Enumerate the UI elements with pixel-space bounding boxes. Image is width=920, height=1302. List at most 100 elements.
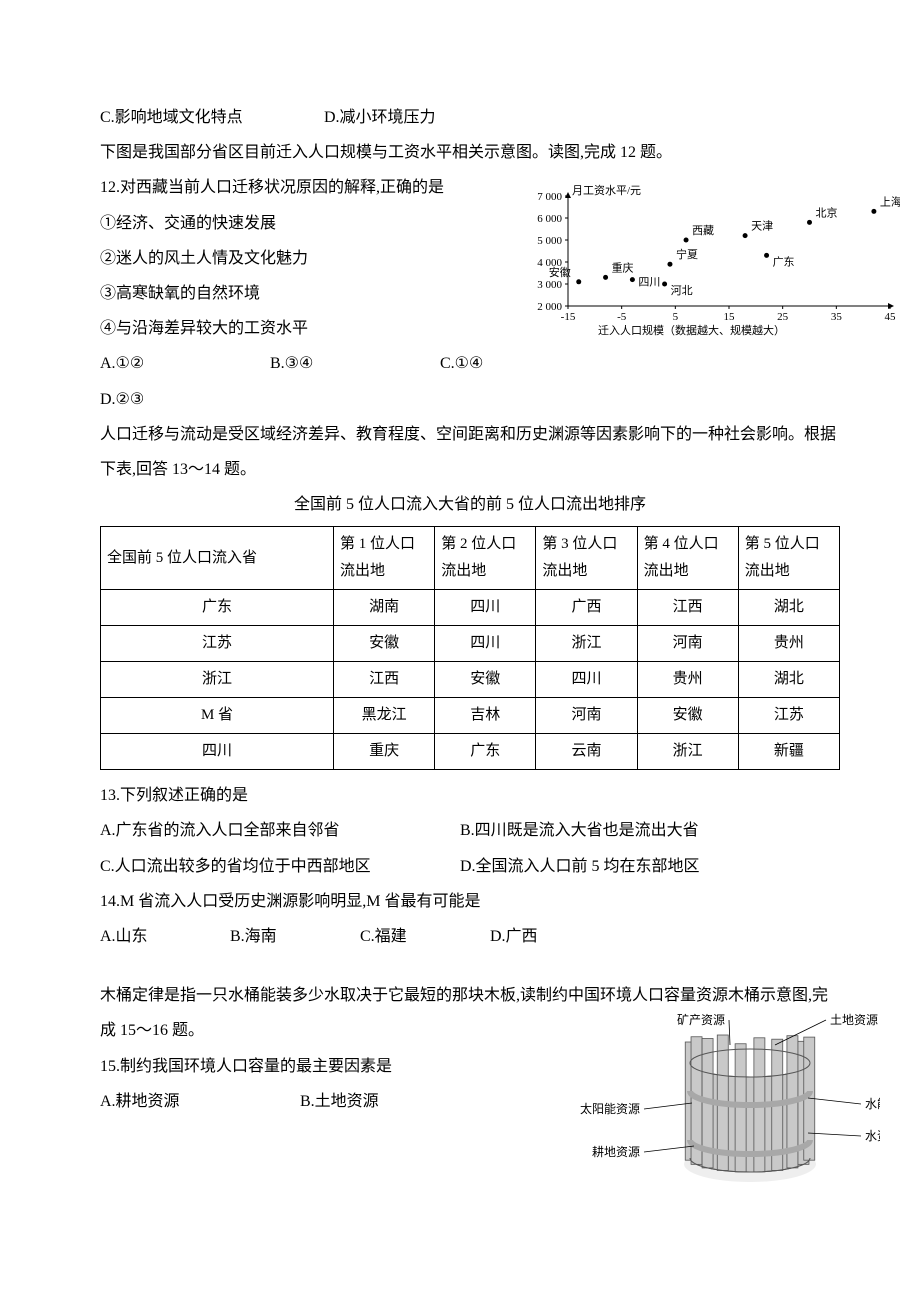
table-cell: 湖北 — [738, 662, 839, 698]
table-head-cell: 第 5 位人口流出地 — [738, 527, 839, 590]
table-head-cell: 第 2 位人口流出地 — [435, 527, 536, 590]
table-cell: 江西 — [637, 590, 738, 626]
svg-text:45: 45 — [885, 311, 897, 323]
table-row: M 省黑龙江吉林河南安徽江苏 — [101, 698, 840, 734]
svg-text:2 000: 2 000 — [537, 301, 562, 313]
q13-stem: 13.下列叙述正确的是 — [100, 778, 840, 813]
table-cell: 四川 — [435, 626, 536, 662]
table-cell: 广东 — [101, 590, 334, 626]
svg-text:-5: -5 — [617, 311, 627, 323]
svg-text:月工资水平/元: 月工资水平/元 — [572, 184, 641, 197]
svg-text:水资源: 水资源 — [865, 1129, 880, 1143]
table-cell: 贵州 — [637, 662, 738, 698]
q12-opt-c: C.①④ — [440, 346, 610, 381]
spacer — [100, 954, 840, 978]
q12-options-row1: A.①② B.③④ C.①④ — [100, 346, 840, 381]
table-head-cell: 第 1 位人口流出地 — [334, 527, 435, 590]
svg-text:7 000: 7 000 — [537, 191, 562, 203]
table-cell: 贵州 — [738, 626, 839, 662]
svg-text:广东: 广东 — [773, 256, 795, 269]
table-cell: 广东 — [435, 734, 536, 770]
q14-opt-d: D.广西 — [490, 919, 538, 954]
q12-block: 月工资水平/元迁入人口规模（数据越大、规模越大）2 0003 0004 0005… — [100, 170, 840, 416]
svg-text:水能资源: 水能资源 — [865, 1097, 880, 1111]
table-cell: 云南 — [536, 734, 637, 770]
q14-options: A.山东 B.海南 C.福建 D.广西 — [100, 919, 840, 954]
svg-text:太阳能资源: 太阳能资源 — [580, 1101, 640, 1116]
table-cell: 四川 — [435, 590, 536, 626]
table-cell: 江苏 — [738, 698, 839, 734]
svg-text:15: 15 — [724, 311, 736, 323]
table-title: 全国前 5 位人口流入大省的前 5 位人口流出地排序 — [100, 487, 840, 522]
svg-text:矿产资源: 矿产资源 — [677, 1013, 725, 1027]
table-cell: 新疆 — [738, 734, 839, 770]
table-cell: 四川 — [536, 662, 637, 698]
q15-opt-a: A.耕地资源 — [100, 1084, 300, 1119]
flow-table: 全国前 5 位人口流入省第 1 位人口流出地第 2 位人口流出地第 3 位人口流… — [100, 526, 840, 770]
q13-opt-c: C.人口流出较多的省均位于中西部地区 — [100, 849, 460, 884]
table-cell: 安徽 — [637, 698, 738, 734]
q13-opt-d: D.全国流入人口前 5 均在东部地区 — [460, 849, 700, 884]
q12-intro: 下图是我国部分省区目前迁入人口规模与工资水平相关示意图。读图,完成 12 题。 — [100, 135, 840, 170]
q13-row2: C.人口流出较多的省均位于中西部地区 D.全国流入人口前 5 均在东部地区 — [100, 849, 840, 884]
svg-text:上海: 上海 — [880, 195, 900, 209]
svg-text:四川: 四川 — [638, 277, 660, 289]
table-cell: 河南 — [536, 698, 637, 734]
q14-opt-b: B.海南 — [230, 919, 360, 954]
svg-text:6 000: 6 000 — [537, 213, 562, 225]
q12-opt-b: B.③④ — [270, 346, 440, 381]
svg-text:天津: 天津 — [751, 220, 773, 233]
table-row: 江苏安徽四川浙江河南贵州 — [101, 626, 840, 662]
q11-options-cd: C.影响地域文化特点 D.减小环境压力 — [100, 100, 840, 135]
table-cell: 浙江 — [637, 734, 738, 770]
table-body: 广东湖南四川广西江西湖北江苏安徽四川浙江河南贵州浙江江西安徽四川贵州湖北M 省黑… — [101, 590, 840, 770]
scatter-chart: 月工资水平/元迁入人口规模（数据越大、规模越大）2 0003 0004 0005… — [520, 180, 900, 340]
table-head-cell: 第 3 位人口流出地 — [536, 527, 637, 590]
svg-text:重庆: 重庆 — [612, 261, 634, 275]
q13-intro: 人口迁移与流动是受区域经济差异、教育程度、空间距离和历史渊源等因素影响下的一种社… — [100, 417, 840, 487]
q11-opt-c: C.影响地域文化特点 — [100, 100, 320, 135]
q14-stem: 14.M 省流入人口受历史渊源影响明显,M 省最有可能是 — [100, 884, 840, 919]
svg-text:25: 25 — [777, 311, 789, 323]
q13-opt-b: B.四川既是流入大省也是流出大省 — [460, 813, 699, 848]
table-cell: 河南 — [637, 626, 738, 662]
table-cell: 江苏 — [101, 626, 334, 662]
bucket-diagram: 矿产资源 土地资源太阳能资源 水能资源耕地资源 水资源 — [580, 1008, 880, 1198]
table-cell: 四川 — [101, 734, 334, 770]
q14-opt-a: A.山东 — [100, 919, 230, 954]
q14-opt-c: C.福建 — [360, 919, 490, 954]
table-cell: 浙江 — [101, 662, 334, 698]
svg-text:安徽: 安徽 — [549, 265, 571, 279]
table-cell: 湖北 — [738, 590, 839, 626]
table-row: 广东湖南四川广西江西湖北 — [101, 590, 840, 626]
table-cell: 江西 — [334, 662, 435, 698]
svg-text:宁夏: 宁夏 — [676, 248, 698, 262]
table-head-cell: 第 4 位人口流出地 — [637, 527, 738, 590]
q12-opt-d: D.②③ — [100, 382, 840, 417]
q11-opt-d: D.减小环境压力 — [324, 109, 436, 126]
q12-opt-a: A.①② — [100, 346, 270, 381]
table-cell: M 省 — [101, 698, 334, 734]
table-cell: 安徽 — [435, 662, 536, 698]
table-cell: 重庆 — [334, 734, 435, 770]
table-cell: 湖南 — [334, 590, 435, 626]
svg-text:3 000: 3 000 — [537, 279, 562, 291]
svg-text:北京: 北京 — [816, 206, 838, 220]
q13-row1: A.广东省的流入人口全部来自邻省 B.四川既是流入大省也是流出大省 — [100, 813, 840, 848]
table-cell: 安徽 — [334, 626, 435, 662]
svg-text:5: 5 — [673, 311, 679, 323]
svg-text:35: 35 — [831, 311, 843, 323]
table-cell: 浙江 — [536, 626, 637, 662]
q13-opt-a: A.广东省的流入人口全部来自邻省 — [100, 813, 460, 848]
svg-text:-15: -15 — [561, 311, 576, 323]
svg-text:5 000: 5 000 — [537, 235, 562, 247]
svg-text:西藏: 西藏 — [692, 224, 714, 237]
table-cell: 黑龙江 — [334, 698, 435, 734]
table-head-row: 全国前 5 位人口流入省第 1 位人口流出地第 2 位人口流出地第 3 位人口流… — [101, 527, 840, 590]
q15-opt-b: B.土地资源 — [300, 1084, 379, 1119]
table-row: 四川重庆广东云南浙江新疆 — [101, 734, 840, 770]
q15-block: 矿产资源土地资源太阳能资源水能资源耕地资源水资源 木桶定律是指一只水桶能装多少水… — [100, 978, 840, 1119]
svg-text:耕地资源: 耕地资源 — [592, 1144, 640, 1159]
table-cell: 广西 — [536, 590, 637, 626]
svg-text:土地资源: 土地资源 — [830, 1013, 878, 1027]
